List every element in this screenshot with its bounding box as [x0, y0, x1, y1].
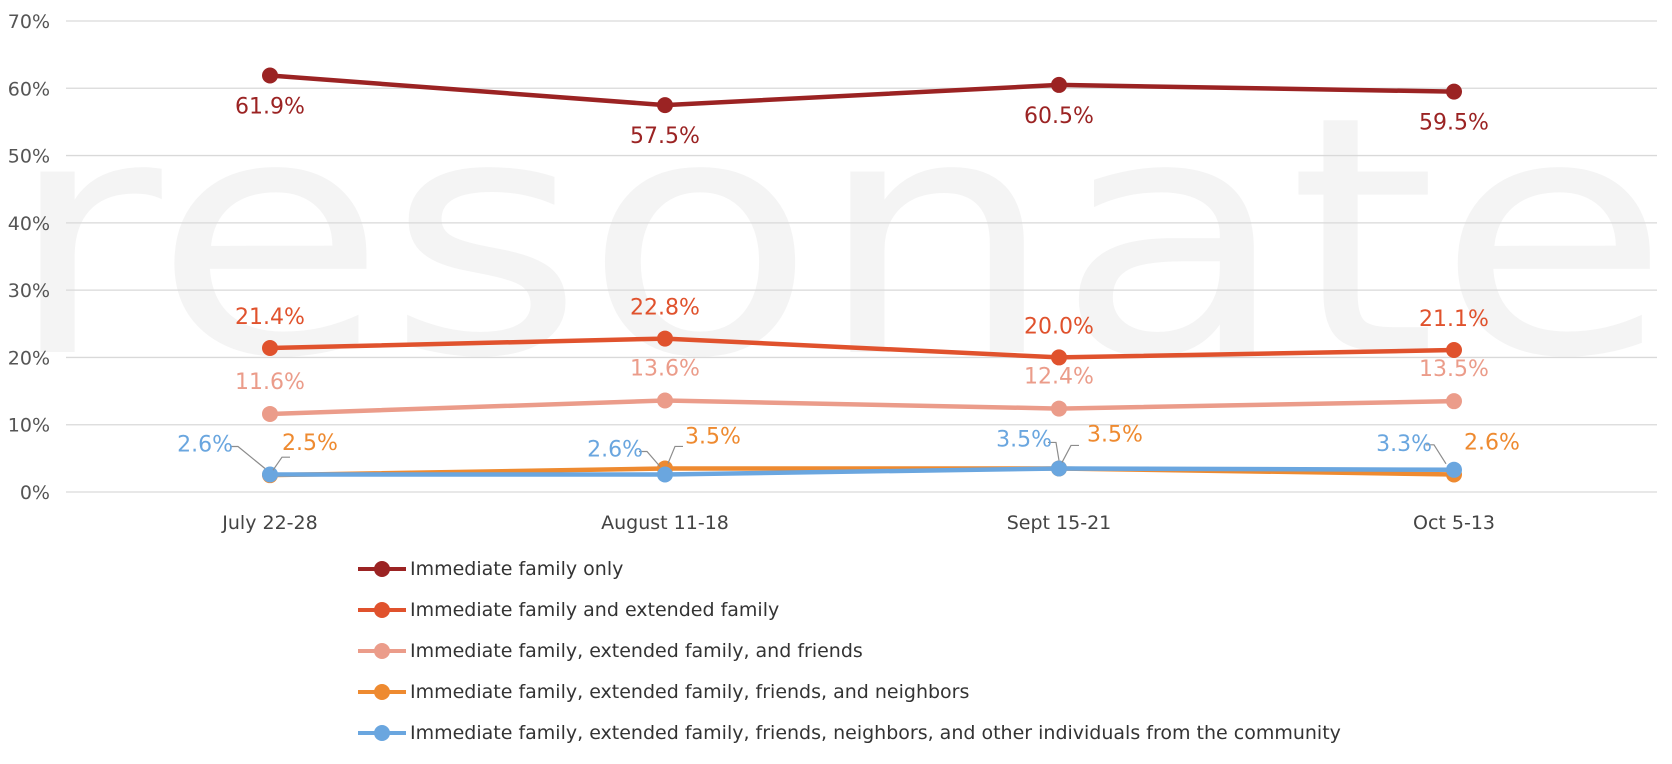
y-tick-label: 0%: [20, 482, 50, 504]
legend-label: Immediate family only: [410, 557, 624, 580]
leader-line: [1048, 441, 1060, 461]
data-point: [262, 405, 278, 422]
y-tick-label: 40%: [8, 213, 50, 235]
leader-line: [639, 450, 661, 467]
data-label: 2.5%: [282, 431, 338, 456]
x-tick-label: July 22-28: [221, 512, 317, 534]
y-axis-tick-labels: 0% 10% 20% 30% 40% 50% 60% 70%: [8, 11, 50, 504]
legend-dot: [374, 642, 390, 659]
legend-label: Immediate family, extended family, frien…: [410, 680, 970, 703]
data-label: 22.8%: [630, 296, 700, 321]
data-label: 61.9%: [235, 95, 305, 120]
data-point: [1446, 393, 1462, 410]
data-label: 2.6%: [587, 438, 643, 463]
y-tick-label: 60%: [8, 78, 50, 100]
data-label: 13.6%: [630, 356, 700, 381]
data-point: [657, 392, 673, 409]
legend-item: Immediate family and extended family: [358, 589, 1341, 630]
data-label: 3.3%: [1376, 432, 1432, 457]
x-axis-tick-labels: July 22-28 August 11-18 Sept 15-21 Oct 5-13: [221, 512, 1495, 534]
x-tick-label: August 11-18: [601, 512, 729, 534]
data-label: 12.4%: [1024, 365, 1094, 390]
data-label: 3.5%: [1087, 422, 1143, 447]
y-tick-label: 70%: [8, 11, 50, 33]
leader-line: [272, 456, 290, 471]
grid-lines: [66, 20, 1657, 493]
leader-line: [667, 445, 683, 464]
legend-item: Immediate family, extended family, frien…: [358, 712, 1341, 753]
leader-line: [1061, 444, 1079, 463]
legend-dot: [374, 724, 390, 741]
legend-marker-icon: [358, 641, 406, 661]
data-point: [262, 67, 278, 84]
data-point: [1051, 76, 1067, 93]
data-label: 60.5%: [1024, 104, 1094, 129]
data-label: 3.5%: [685, 424, 741, 449]
legend-label: Immediate family, extended family, frien…: [410, 721, 1341, 744]
watermark-text: resonate: [6, 46, 1670, 430]
series-line: [267, 466, 1457, 477]
data-label: 11.6%: [235, 370, 305, 395]
data-label: 2.6%: [1464, 431, 1520, 456]
data-label: 59.5%: [1419, 111, 1489, 136]
data-point: [262, 340, 278, 357]
legend: Immediate family only Immediate family a…: [358, 548, 1341, 753]
data-label: 3.5%: [996, 427, 1052, 452]
y-tick-label: 20%: [8, 347, 50, 369]
legend-marker-icon: [358, 559, 406, 579]
data-point: [1051, 349, 1067, 366]
series-lines: [262, 67, 1462, 484]
x-tick-label: Oct 5-13: [1413, 512, 1495, 534]
label-leader-lines: [230, 441, 1447, 471]
data-point: [1446, 461, 1462, 478]
data-labels: 61.9% 57.5% 60.5% 59.5% 21.4% 22.8% 20.0% 21.1%…: [177, 95, 1520, 463]
series-line: [267, 73, 1457, 108]
legend-label: Immediate family, extended family, and f…: [410, 639, 863, 662]
series-line: [267, 336, 1457, 360]
legend-dot: [374, 601, 390, 618]
resonate-watermark: resonate: [6, 46, 1670, 430]
data-label: 57.5%: [630, 124, 700, 149]
legend-dot: [374, 560, 390, 577]
leader-line: [230, 445, 266, 469]
legend-item: Immediate family, extended family, and f…: [358, 630, 1341, 671]
legend-marker-icon: [358, 600, 406, 620]
data-point: [657, 97, 673, 114]
y-tick-label: 10%: [8, 415, 50, 437]
y-tick-label: 30%: [8, 280, 50, 302]
data-label: 21.4%: [235, 305, 305, 330]
data-label: 2.6%: [177, 433, 233, 458]
data-point: [262, 466, 278, 483]
data-point: [657, 330, 673, 347]
leader-line: [1426, 444, 1447, 465]
legend-marker-icon: [358, 723, 406, 743]
legend-marker-icon: [358, 682, 406, 702]
data-point: [657, 466, 673, 483]
legend-item: Immediate family, extended family, frien…: [358, 671, 1341, 712]
data-label: 20.0%: [1024, 314, 1094, 339]
legend-label: Immediate family and extended family: [410, 598, 780, 621]
series-line: [267, 466, 1457, 478]
x-tick-label: Sept 15-21: [1007, 512, 1112, 534]
y-tick-label: 50%: [8, 146, 50, 168]
data-point: [1446, 342, 1462, 359]
legend-item: Immediate family only: [358, 548, 1341, 589]
legend-dot: [374, 683, 390, 700]
series-line: [267, 398, 1457, 417]
data-point: [1446, 83, 1462, 100]
data-label: 21.1%: [1419, 307, 1489, 332]
data-label: 13.5%: [1419, 357, 1489, 382]
data-point: [1051, 460, 1067, 477]
data-point: [1051, 400, 1067, 417]
